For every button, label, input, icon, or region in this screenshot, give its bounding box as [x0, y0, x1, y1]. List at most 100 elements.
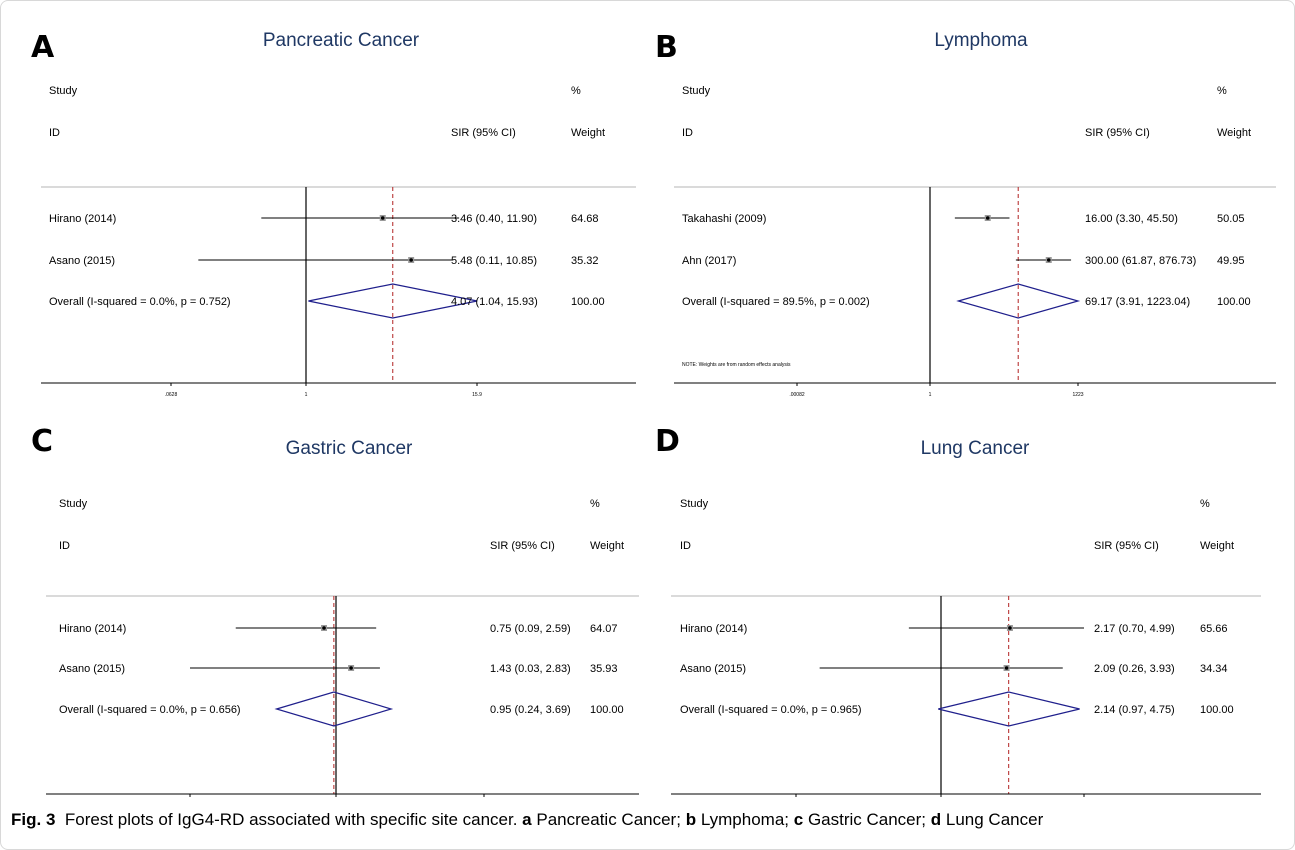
x-tick-label: .0628 — [165, 392, 178, 398]
caption-text: Forest plots of IgG4-RD associated with … — [64, 810, 518, 829]
forest-plot-svg: Pancreatic Cancer Study ID SIR (95% CI)% Wei… — [41, 30, 636, 398]
overall-label: Overall (I-squared = 0.0%, p = 0.965) — [680, 704, 862, 716]
column-header-sir: SIR (95% CI) — [451, 127, 516, 139]
weight-value: 64.07 — [590, 623, 618, 635]
study-label: Ahn (2017) — [682, 255, 736, 267]
column-header-id: ID — [59, 540, 70, 552]
sir-value: 16.00 (3.30, 45.50) — [1085, 213, 1178, 225]
column-header-weight: Weight — [1200, 540, 1234, 552]
sir-value: 2.17 (0.70, 4.99) — [1094, 623, 1175, 635]
study-label: Hirano (2014) — [680, 623, 747, 635]
column-header-study: Study — [682, 85, 711, 97]
point-estimate — [1008, 626, 1012, 630]
panel-letter: B — [655, 30, 678, 65]
column-header-study: Study — [49, 85, 78, 97]
pooled-diamond — [938, 691, 1080, 727]
caption-item-a: Pancreatic Cancer; — [536, 810, 681, 829]
sir-value: 2.09 (0.26, 3.93) — [1094, 663, 1175, 675]
panel-letter: C — [31, 424, 54, 459]
weight-value: 35.93 — [590, 663, 618, 675]
forest-plot-svg: Gastric Cancer Study ID SIR (95% CI)% Weight… — [46, 438, 639, 797]
overall-label: Overall (I-squared = 0.0%, p = 0.752) — [49, 296, 231, 308]
chart-title: Lung Cancer — [921, 438, 1030, 459]
column-header-weight: Weight — [590, 540, 624, 552]
column-header-percent: % — [571, 85, 581, 97]
chart-title: Lymphoma — [934, 30, 1028, 51]
overall-sir-value: 0.95 (0.24, 3.69) — [490, 704, 571, 716]
column-header-study: Study — [680, 498, 709, 510]
weight-value: 50.05 — [1217, 213, 1245, 225]
x-tick-label: 15.9 — [472, 392, 482, 398]
column-header-percent: % — [1200, 498, 1210, 510]
overall-sir-value: 69.17 (3.91, 1223.04) — [1085, 296, 1190, 308]
overall-sir-value: 2.14 (0.97, 4.75) — [1094, 704, 1175, 716]
panel-letter: A — [31, 30, 55, 65]
sir-value: 5.48 (0.11, 10.85) — [451, 255, 537, 267]
forest-plot-svg: Lymphoma Study ID SIR (95% CI)% Weight Takaha… — [674, 30, 1276, 398]
overall-weight-value: 100.00 — [1217, 296, 1251, 308]
column-header-sir: SIR (95% CI) — [1094, 540, 1159, 552]
column-header-id: ID — [49, 127, 60, 139]
x-tick-label: 1 — [929, 392, 932, 398]
footnote: NOTE: Weights are from random effects an… — [682, 362, 791, 368]
study-label: Hirano (2014) — [59, 623, 126, 635]
weight-value: 64.68 — [571, 213, 599, 225]
pooled-diamond — [274, 691, 394, 727]
forest-plot-pancreatic: Pancreatic Cancer Study ID SIR (95% CI)% Wei… — [31, 21, 646, 406]
figure-label: Fig. 3 — [11, 810, 56, 829]
forest-plot-lymphoma: Lymphoma Study ID SIR (95% CI)% Weight Takaha… — [651, 21, 1291, 406]
column-header-weight: Weight — [1217, 127, 1251, 139]
point-estimate — [985, 216, 990, 220]
sir-value: 0.75 (0.09, 2.59) — [490, 623, 571, 635]
sir-value: 1.43 (0.03, 2.83) — [490, 663, 571, 675]
panel-letter: D — [655, 424, 680, 459]
point-estimate — [349, 666, 353, 670]
caption-item-d: Lung Cancer — [945, 810, 1044, 829]
study-label: Asano (2015) — [49, 255, 115, 267]
sir-value: 300.00 (61.87, 876.73) — [1085, 255, 1196, 267]
column-header-weight: Weight — [571, 127, 605, 139]
column-header-sir: SIR (95% CI) — [490, 540, 555, 552]
weight-value: 35.32 — [571, 255, 599, 267]
column-header-percent: % — [1217, 85, 1227, 97]
point-estimate — [322, 626, 326, 630]
study-label: Asano (2015) — [59, 663, 125, 675]
overall-weight-value: 100.00 — [590, 704, 624, 716]
column-header-study: Study — [59, 498, 88, 510]
forest-plot-lung: Lung Cancer Study ID SIR (95% CI)% Weight Hir… — [651, 421, 1291, 801]
caption-key-b: b — [685, 810, 697, 829]
overall-weight-value: 100.00 — [571, 296, 605, 308]
x-tick-label: 1223 — [1072, 392, 1083, 398]
overall-label: Overall (I-squared = 0.0%, p = 0.656) — [59, 704, 241, 716]
weight-value: 65.66 — [1200, 623, 1228, 635]
caption-key-a: a — [522, 810, 532, 829]
caption-key-d: d — [930, 810, 942, 829]
weight-value: 49.95 — [1217, 255, 1245, 267]
column-header-id: ID — [682, 127, 693, 139]
point-estimate — [380, 216, 385, 220]
weight-value: 34.34 — [1200, 663, 1228, 675]
x-tick-label: .00082 — [789, 392, 805, 398]
point-estimate — [409, 258, 413, 262]
study-label: Asano (2015) — [680, 663, 746, 675]
caption-item-b: Lymphoma; — [700, 810, 789, 829]
chart-title: Pancreatic Cancer — [263, 30, 420, 51]
study-label: Takahashi (2009) — [682, 213, 766, 225]
column-header-id: ID — [680, 540, 691, 552]
column-header-percent: % — [590, 498, 600, 510]
figure-caption: Fig. 3 Forest plots of IgG4-RD associate… — [11, 809, 1281, 831]
forest-plot-svg: Lung Cancer Study ID SIR (95% CI)% Weight Hir… — [671, 438, 1261, 797]
point-estimate — [1004, 666, 1009, 670]
point-estimate — [1046, 258, 1051, 262]
column-header-sir: SIR (95% CI) — [1085, 127, 1150, 139]
overall-label: Overall (I-squared = 89.5%, p = 0.002) — [682, 296, 870, 308]
overall-weight-value: 100.00 — [1200, 704, 1234, 716]
x-tick-label: 1 — [305, 392, 308, 398]
overall-sir-value: 4.07 (1.04, 15.93) — [451, 296, 538, 308]
forest-plot-gastric: Gastric Cancer Study ID SIR (95% CI)% Weight… — [31, 421, 646, 801]
pooled-diamond — [308, 283, 478, 319]
caption-item-c: Gastric Cancer; — [807, 810, 927, 829]
sir-value: 3.46 (0.40, 11.90) — [451, 213, 537, 225]
chart-title: Gastric Cancer — [286, 438, 413, 459]
